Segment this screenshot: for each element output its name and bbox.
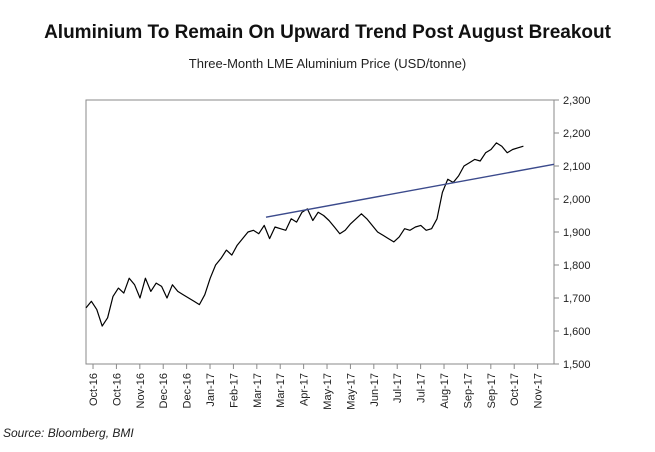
x-axis: Oct-16 Oct-16 Nov-16 Dec-16 Dec-16 Jan-17 Feb-… <box>88 364 545 410</box>
y-tick-label: 2,000 <box>563 194 591 206</box>
x-tick-label: Jun-17 <box>369 373 381 407</box>
x-tick-label: May-17 <box>322 373 334 410</box>
x-tick-label: Sep-17 <box>486 373 498 408</box>
plot-frame <box>85 99 555 365</box>
y-tick-label: 2,200 <box>563 128 591 140</box>
price-series-line <box>85 142 524 327</box>
x-tick-label: Jan-17 <box>205 373 217 407</box>
x-tick-label: Mar-17 <box>252 373 264 408</box>
x-tick-label: Oct-16 <box>88 373 100 406</box>
x-tick-label: Feb-17 <box>228 373 240 408</box>
chart-title: Aluminium To Remain On Upward Trend Post… <box>44 22 611 43</box>
x-tick-label: Aug-17 <box>439 373 451 408</box>
x-tick-label: Oct-16 <box>111 373 123 406</box>
source-note: Source: Bloomberg, BMI <box>3 426 134 440</box>
x-tick-label: Dec-16 <box>182 373 194 408</box>
trendline <box>265 163 555 218</box>
chart-subtitle: Three-Month LME Aluminium Price (USD/ton… <box>188 56 467 71</box>
x-tick-label: Dec-16 <box>158 373 170 408</box>
y-tick-label: 1,500 <box>563 359 591 371</box>
x-tick-label: Sep-17 <box>462 373 474 408</box>
y-tick-label: 1,700 <box>563 293 591 305</box>
x-tick-label: Nov-16 <box>135 373 147 408</box>
chart: 1,500 1,600 1,700 1,800 1,900 2,000 2,100 2,200… <box>85 95 591 410</box>
y-tick-label: 1,900 <box>563 227 591 239</box>
y-axis: 1,500 1,600 1,700 1,800 1,900 2,000 2,100 2,200… <box>554 95 591 371</box>
x-tick-label: Mar-17 <box>275 373 287 408</box>
x-tick-label: Oct-17 <box>509 373 521 406</box>
x-tick-label: Jul-17 <box>392 373 404 403</box>
x-tick-label: Nov-17 <box>533 373 545 408</box>
series-layer <box>85 142 555 327</box>
y-tick-label: 2,300 <box>563 95 591 107</box>
x-tick-label: Apr-17 <box>299 373 311 406</box>
y-tick-label: 1,800 <box>563 260 591 272</box>
x-tick-label: Jul-17 <box>416 373 428 403</box>
x-tick-label: May-17 <box>345 373 357 410</box>
y-tick-label: 2,100 <box>563 161 591 173</box>
y-tick-label: 1,600 <box>563 326 591 338</box>
